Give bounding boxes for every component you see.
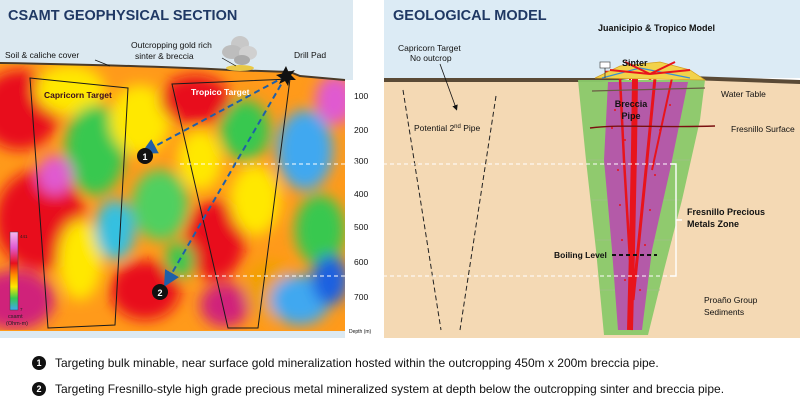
sinter-blue-layer [601, 67, 691, 79]
capricorn-label-line-2: No outcrop [410, 53, 452, 63]
proano-label-line-2: Sediments [704, 307, 744, 317]
note-1-number: 1 [32, 356, 46, 370]
precious-zone-label-line-2: Metals Zone [687, 219, 739, 229]
csamt-resistivity-field [0, 63, 345, 331]
depth-axis-label: Depth (m) [349, 329, 372, 335]
notes-background [0, 338, 800, 407]
potential-pipe-left-wall [402, 89, 442, 331]
sinter-label: Sinter [622, 58, 648, 68]
proano-label-line-1: Proaño Group [704, 295, 758, 305]
water-table-line [591, 87, 706, 92]
target-2-marker [152, 284, 168, 300]
depth-tick-600: 600 [354, 257, 368, 267]
fresnillo-surface-label: Fresnillo Surface [731, 124, 795, 134]
outcrop-leader [221, 57, 237, 67]
sinter-red-fans [609, 61, 691, 75]
scale-min-value: 7 [20, 307, 23, 312]
capricorn-target-outline [29, 77, 129, 329]
target-1-marker [137, 148, 153, 164]
drill-pad-icon [276, 66, 296, 86]
right-panel-title: GEOLOGICAL MODEL [393, 8, 547, 24]
depth-tick-300: 300 [354, 156, 368, 166]
drill-pad-label: Drill Pad [294, 50, 326, 60]
depth-tick-700: 700 [354, 292, 368, 302]
outcrop-label-line-2: sinter & breccia [135, 51, 194, 61]
outcrop-label-line-1: Outcropping gold rich [131, 40, 212, 50]
note-1: 1 Targeting bulk minable, near surface g… [32, 356, 659, 370]
depth-tick-400: 400 [354, 189, 368, 199]
resistivity-color-scale: 441 7 csamt (Ohm-m) [6, 231, 28, 327]
model-name-label: Juanicipio & Tropico Model [598, 23, 715, 33]
potential-pipe-label: Potential 2nd Pipe [414, 123, 481, 133]
target-1-number: 1 [142, 152, 147, 162]
depth-tick-100: 100 [354, 91, 368, 101]
depth-tick-500: 500 [354, 222, 368, 232]
target-2-number: 2 [157, 288, 162, 298]
breccia-label-line-1: Breccia [615, 99, 649, 109]
outcrop-sinter-deposit [226, 65, 254, 71]
outcrop-smoke-icon [222, 36, 257, 65]
drill-trace-1 [140, 75, 287, 154]
tropico-target-outline [171, 78, 291, 329]
scale-title-line-2: (Ohm-m) [6, 321, 28, 327]
depth-axis-background [345, 80, 385, 338]
capricorn-target-label: Capricorn Target [44, 90, 112, 100]
soil-cover-leader [94, 59, 111, 67]
depth-axis: 100 200 300 400 500 600 700 Depth (m) [349, 91, 372, 335]
precious-zone-label-line-1: Fresnillo Precious [687, 207, 765, 217]
right-panel-sky [384, 0, 800, 78]
breccia-label-line-2: Pipe [621, 111, 640, 121]
fresnillo-surface-line [589, 125, 716, 129]
tropico-target-label: Tropico Target [191, 87, 250, 97]
breccia-pipe-body [604, 82, 688, 330]
soil-cover-label: Soil & caliche cover [5, 50, 79, 60]
note-2-text: Targeting Fresnillo-style high grade pre… [55, 382, 725, 396]
boiling-level-label: Boiling Level [554, 250, 607, 260]
note-1-text: Targeting bulk minable, near surface gol… [55, 356, 659, 370]
capricorn-label-line-1: Capricorn Target [398, 43, 461, 53]
left-panel-title: CSAMT GEOPHYSICAL SECTION [8, 8, 237, 24]
note-2: 2 Targeting Fresnillo-style high grade p… [32, 382, 724, 396]
scale-max-value: 441 [20, 234, 28, 239]
depth-tick-200: 200 [354, 125, 368, 135]
small-drill-rig-icon [599, 61, 611, 78]
scale-title-line-1: csamt [8, 314, 23, 320]
water-table-label: Water Table [721, 89, 766, 99]
note-2-number: 2 [32, 382, 46, 396]
capricorn-arrow [439, 63, 458, 111]
